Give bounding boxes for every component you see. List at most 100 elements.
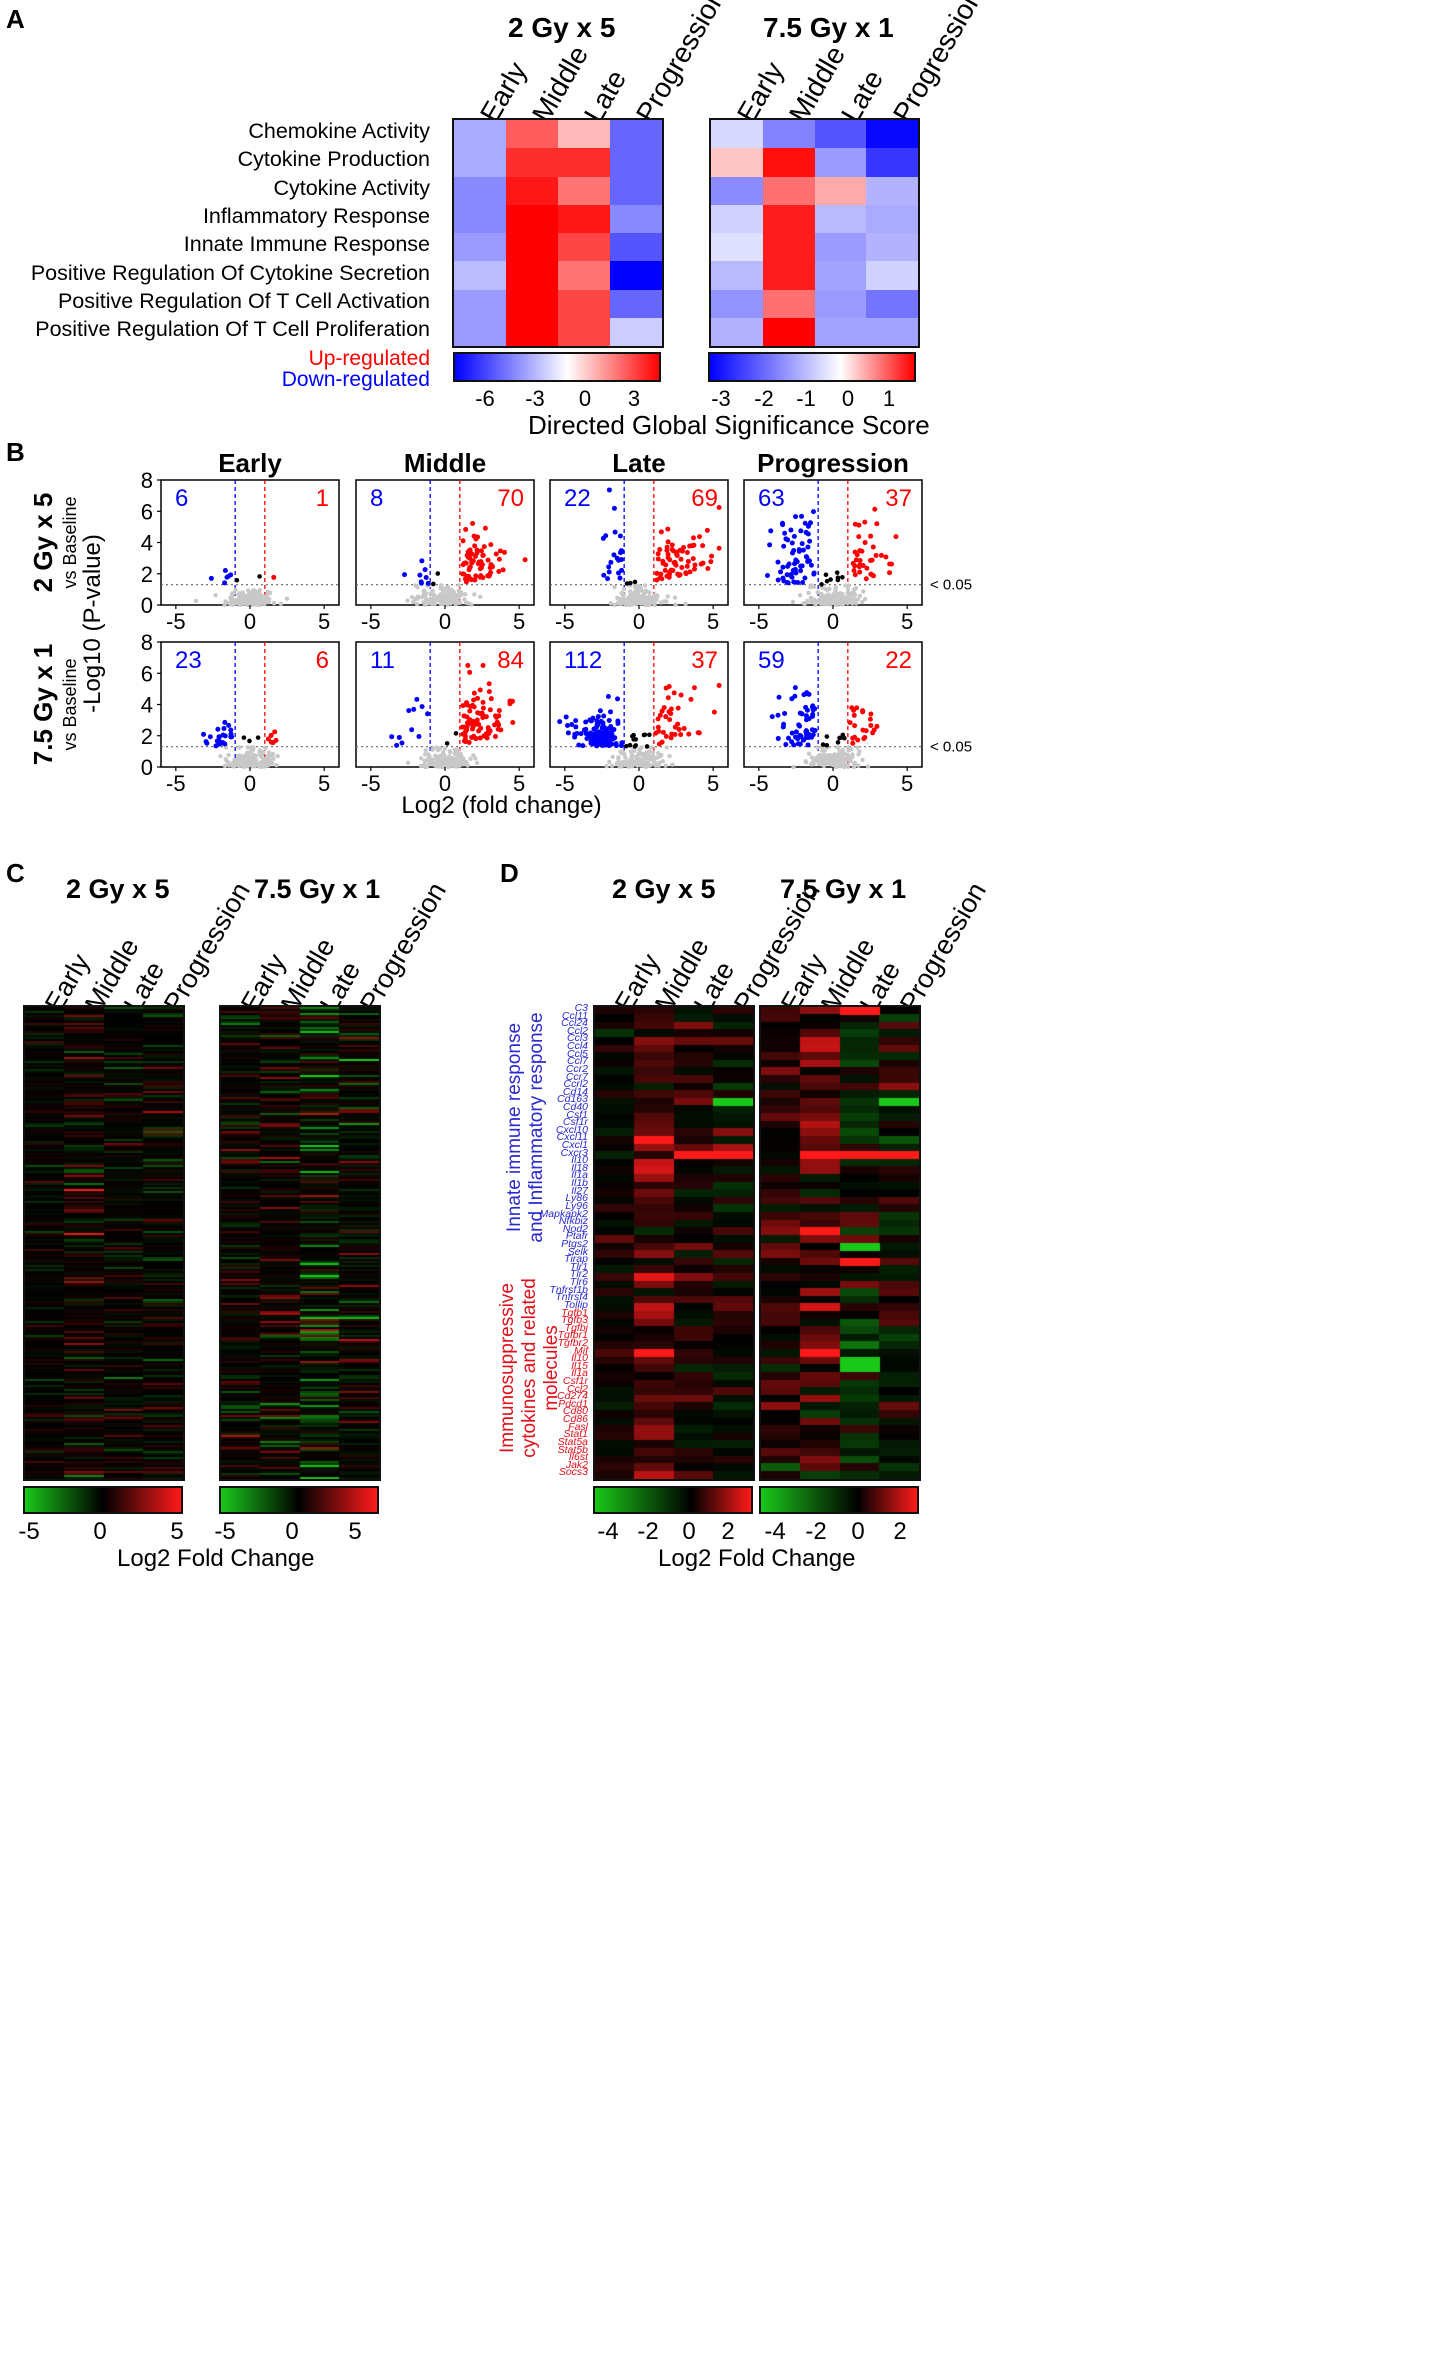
gene-label: Il27	[571, 1184, 588, 1197]
heatmap-cell-a7gy-r1-c0	[711, 148, 763, 177]
panel-b-ytick: 2	[141, 724, 153, 749]
volcano-point-up	[654, 570, 660, 576]
panel-c-heatmap-2gy	[23, 1005, 185, 1481]
gene-label: Pdcd1	[558, 1397, 588, 1410]
volcano-point-ns	[840, 596, 845, 601]
heatmap-cell-a2gy-r5-c2	[558, 261, 610, 290]
panel-b-ytick: 0	[141, 593, 153, 618]
volcano-point-ns	[634, 762, 639, 767]
gene-label: Il1b	[571, 1177, 588, 1190]
volcano-point-up	[666, 709, 672, 715]
volcano-point-up	[686, 731, 692, 737]
gene-label: Cd86	[562, 1413, 588, 1426]
volcano-point-ns	[478, 594, 483, 599]
panel-b-up-count: 22	[885, 647, 912, 674]
gene-label: Il1a	[571, 1367, 588, 1380]
volcano-point-ns	[814, 755, 820, 760]
volcano-point-ns	[266, 750, 272, 755]
volcano-point-ns	[222, 763, 228, 769]
panel-a-row-label: Innate Immune Response	[183, 232, 430, 257]
legend-down-regulated: Down-regulated	[281, 368, 430, 391]
panel-a-right-title: 7.5 Gy x 1	[763, 12, 894, 43]
volcano-point-up	[711, 709, 717, 715]
panel-d-colorbar-left	[593, 1486, 753, 1514]
volcano-point-up	[465, 662, 471, 668]
volcano-point-down	[793, 570, 799, 576]
volcano-point-down	[785, 563, 791, 569]
volcano-point-up	[478, 548, 484, 554]
volcano-point-up	[481, 544, 487, 550]
gene-label: Cxcr3	[560, 1146, 588, 1159]
volcano-point-ns	[813, 602, 818, 607]
heatmap-cell-a2gy-r4-c1	[506, 233, 558, 262]
volcano-point-ns	[857, 749, 862, 754]
volcano-point-ns	[833, 588, 838, 594]
volcano-point-up	[850, 735, 856, 741]
panel-b-xtick: 5	[513, 609, 525, 634]
volcano-point-ns	[845, 754, 851, 760]
volcano-point-down	[789, 574, 795, 580]
volcano-point-up	[466, 721, 472, 727]
volcano-point-ns	[233, 587, 238, 593]
panel-a-colorbar-tick-left: 0	[578, 386, 592, 411]
panel-c-colorbar-tick-left: -5	[18, 1518, 40, 1545]
heatmap-cell-a7gy-r4-c0	[711, 233, 763, 262]
gene-label: Ccrl2	[563, 1078, 588, 1091]
volcano-point-up	[271, 574, 277, 580]
panel-b-xtick: 0	[827, 771, 839, 796]
volcano-point-ns	[604, 763, 609, 769]
volcano-point-up	[492, 734, 498, 740]
heatmap-cell-a2gy-r1-c3	[610, 148, 662, 177]
volcano-point-up	[851, 568, 857, 574]
volcano-point-ns	[655, 750, 661, 756]
volcano-point-up	[665, 526, 671, 532]
volcano-point-down	[394, 742, 400, 748]
volcano-point-ns	[665, 594, 670, 599]
volcano-point-up	[667, 569, 673, 575]
volcano-point-down	[791, 579, 797, 585]
gene-label: Csf1r	[562, 1375, 588, 1388]
volcano-point-ns	[862, 596, 868, 602]
volcano-point-down	[783, 741, 789, 747]
panel-a-row-label: Positive Regulation Of T Cell Activation	[57, 288, 430, 313]
volcano-point-down	[608, 709, 614, 715]
heatmap-cell-a7gy-r5-c2	[814, 261, 867, 290]
heatmap-cell-a2gy-r7-c0	[454, 317, 506, 346]
volcano-point-ns	[627, 758, 632, 763]
volcano-point-down	[201, 731, 207, 737]
volcano-point-ns	[473, 756, 478, 761]
volcano-point-up	[480, 715, 486, 721]
volcano-point-ns	[437, 597, 443, 603]
heatmap-cell-a7gy-r5-c1	[762, 261, 815, 290]
volcano-point-up	[662, 567, 668, 573]
volcano-point-ns	[422, 758, 427, 764]
volcano-point-down	[597, 708, 603, 714]
volcano-point-ns	[664, 599, 669, 604]
volcano-point-ns	[638, 752, 644, 757]
volcano-point-ns	[861, 589, 866, 594]
panel-b-down-count: 6	[175, 485, 188, 512]
volcano-point-up	[668, 735, 674, 741]
panel-d-colorbar-tick-right: -2	[805, 1518, 827, 1545]
volcano-point-up	[656, 741, 662, 747]
volcano-point-down	[598, 718, 604, 724]
gene-label: Tgfb1	[561, 1306, 588, 1319]
volcano-point-ns	[610, 754, 615, 760]
volcano-point-ns	[660, 759, 666, 764]
volcano-point-ns	[658, 600, 664, 605]
volcano-point-up	[496, 568, 502, 574]
panel-b-ytick: 8	[141, 468, 153, 493]
volcano-point-ns	[419, 594, 425, 600]
heatmap-cell-a2gy-r2-c2	[558, 176, 610, 205]
volcano-point-down	[573, 718, 579, 724]
volcano-point-down	[792, 685, 798, 691]
panel-c-colorbar-tick-right: 5	[348, 1518, 362, 1545]
volcano-point-up	[510, 719, 516, 725]
gene-label: Mapkapk2	[539, 1207, 588, 1220]
volcano-point-up	[475, 561, 481, 567]
volcano-point-up	[460, 703, 466, 709]
volcano-point-ns	[260, 752, 265, 757]
volcano-point-down	[569, 721, 575, 727]
volcano-point-down	[776, 694, 782, 700]
